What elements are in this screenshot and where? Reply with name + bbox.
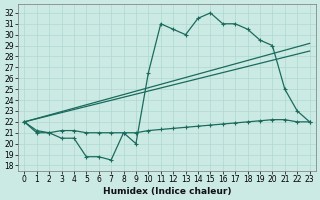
X-axis label: Humidex (Indice chaleur): Humidex (Indice chaleur) <box>103 187 231 196</box>
